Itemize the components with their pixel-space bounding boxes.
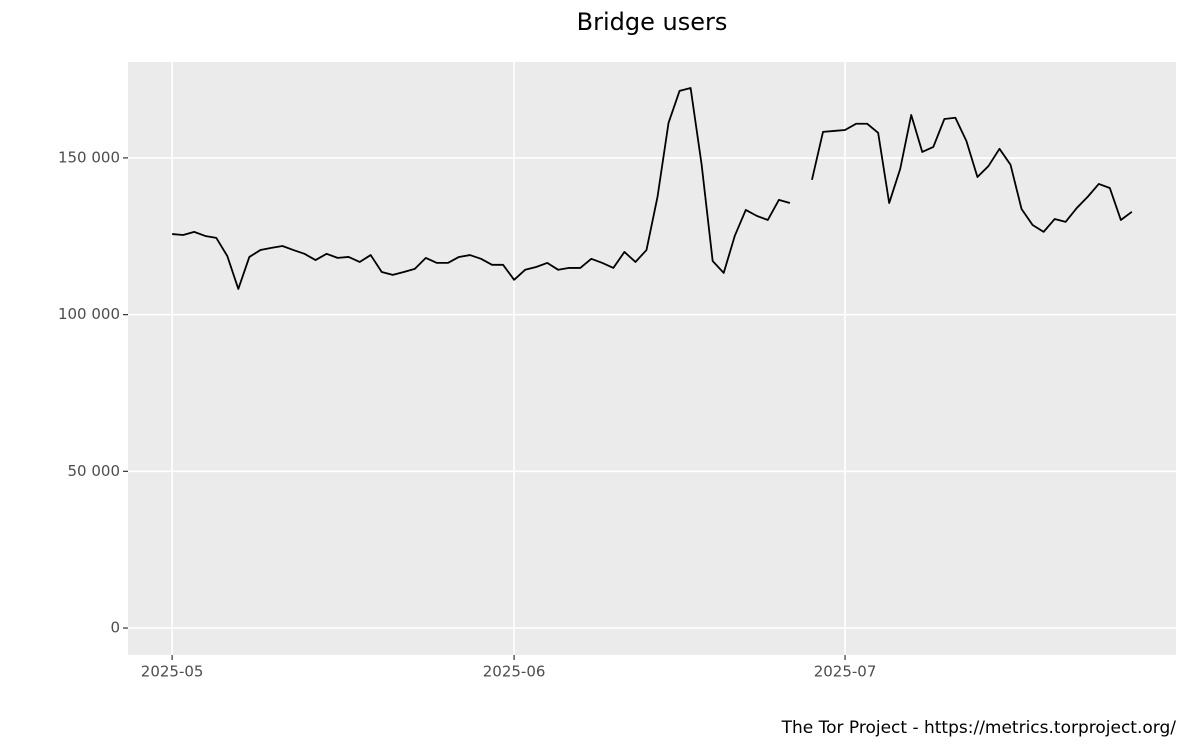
x-tick-label: 2025-07 bbox=[814, 663, 877, 681]
y-tick-label: 150 000 bbox=[58, 148, 120, 166]
x-tick-label: 2025-05 bbox=[141, 663, 204, 681]
data-line bbox=[172, 87, 1133, 290]
caption: The Tor Project - https://metrics.torpro… bbox=[781, 718, 1177, 738]
chart-title: Bridge users bbox=[577, 8, 728, 36]
y-tick-label: 0 bbox=[110, 619, 120, 637]
y-tick-label: 100 000 bbox=[58, 305, 120, 323]
y-tick-label: 50 000 bbox=[68, 462, 121, 480]
panel bbox=[128, 62, 1176, 655]
x-tick-label: 2025-06 bbox=[483, 663, 546, 681]
